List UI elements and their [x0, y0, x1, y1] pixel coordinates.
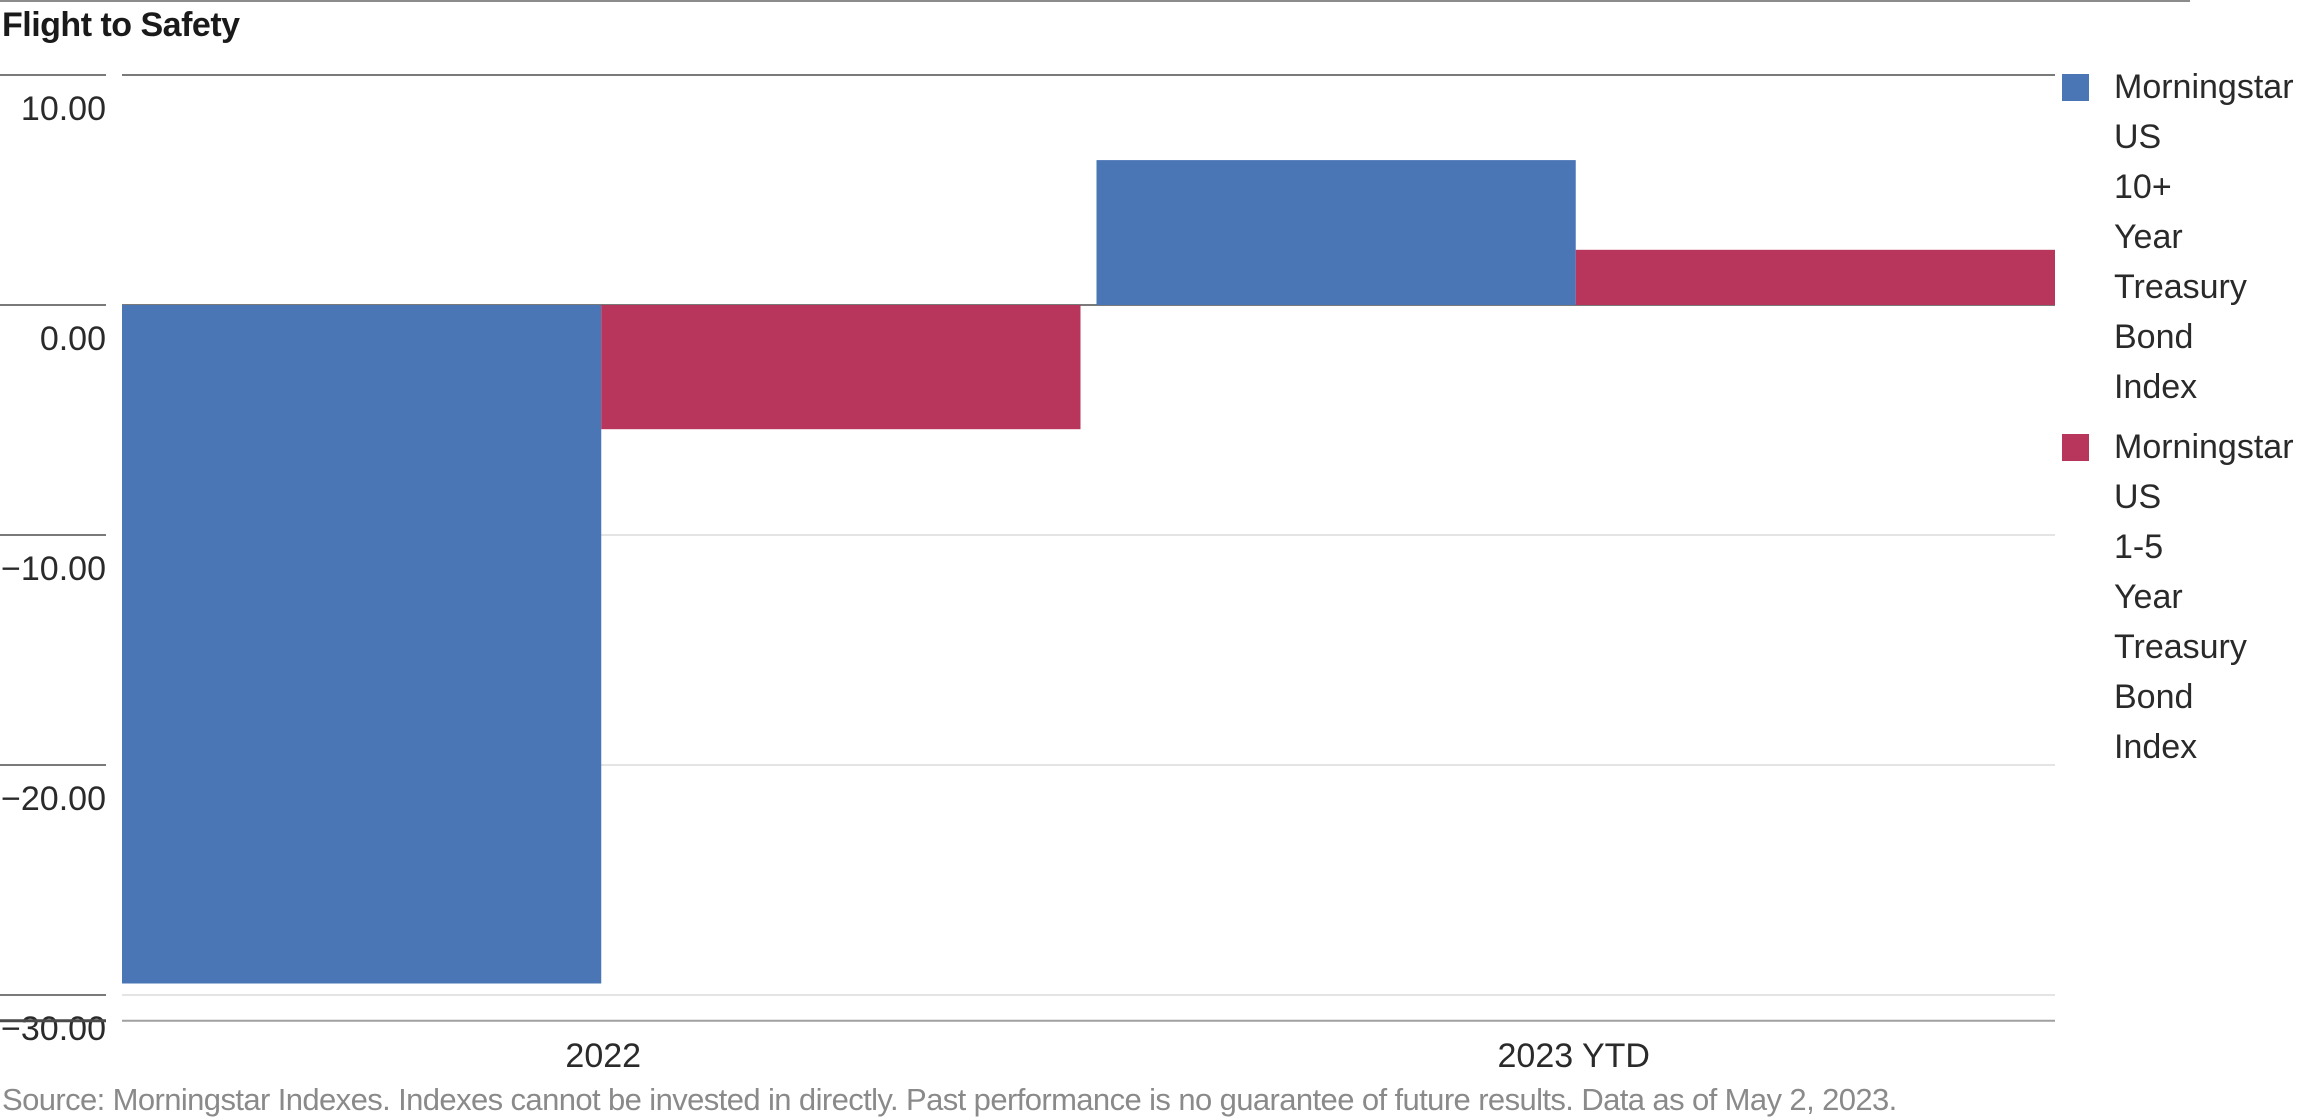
chart-title: Flight to Safety	[2, 6, 240, 44]
legend-swatch-1to5	[2062, 434, 2089, 461]
bar-10plus-2023-ytd	[1096, 160, 1576, 305]
bar-10plus-2022	[122, 305, 602, 984]
legend-item-1to5[interactable]: Morningstar US 1-5 Year Treasury Bond In…	[2062, 422, 2298, 772]
y-tick-label: −10.00	[1, 550, 106, 588]
chart-legend: Morningstar US 10+ Year Treasury Bond In…	[2062, 62, 2298, 782]
bar-1to5-2023-ytd	[1575, 249, 2055, 305]
source-note: Source: Morningstar Indexes. Indexes can…	[2, 1082, 1897, 1117]
y-tick-label: 10.00	[21, 90, 106, 128]
legend-label-10plus: Morningstar US 10+ Year Treasury Bond In…	[2114, 68, 2294, 406]
legend-label-1to5: Morningstar US 1-5 Year Treasury Bond In…	[2114, 428, 2294, 766]
x-tick-label: 2022	[565, 1037, 641, 1075]
y-tick-label: 0.00	[40, 320, 106, 358]
x-tick-label: 2023 YTD	[1498, 1037, 1650, 1075]
y-tick-label: −30.00	[1, 1010, 106, 1048]
legend-swatch-10plus	[2062, 74, 2089, 101]
bar-1to5-2022	[601, 305, 1081, 430]
y-tick-label: −20.00	[1, 780, 106, 818]
legend-item-10plus[interactable]: Morningstar US 10+ Year Treasury Bond In…	[2062, 62, 2298, 412]
